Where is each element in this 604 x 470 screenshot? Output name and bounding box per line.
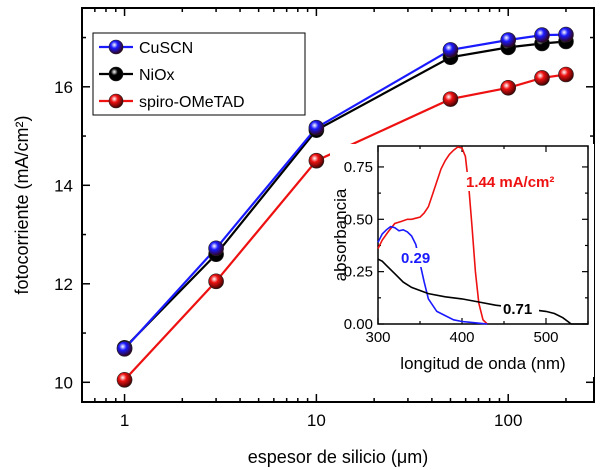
inset-x-tick-label: 500	[533, 329, 558, 346]
legend-label: spiro-OMeTAD	[139, 94, 245, 111]
data-point-CuSCN	[500, 32, 517, 48]
y-tick-label: 16	[54, 78, 73, 97]
inset-annotation: 1.44 mA/cm²	[466, 174, 554, 191]
y-tick-label: 10	[54, 373, 73, 392]
data-point-CuSCN	[534, 27, 550, 43]
y-tick-label: 12	[54, 275, 73, 294]
data-point-spiro-OMeTAD	[558, 66, 574, 83]
data-point-spiro-OMeTAD	[208, 273, 224, 290]
inset-annotation: 0.71	[503, 301, 532, 318]
y-axis-title: fotocorriente (mA/cm²)	[12, 115, 32, 294]
data-point-CuSCN	[558, 26, 574, 43]
data-point-spiro-OMeTAD	[534, 70, 550, 86]
data-point-spiro-OMeTAD	[442, 91, 459, 107]
x-tick-label: 100	[494, 411, 522, 430]
inset-series-line	[377, 258, 588, 325]
inset-y-tick-label: 0.75	[344, 159, 373, 176]
legend-marker	[108, 39, 124, 55]
data-point-CuSCN	[208, 240, 224, 257]
legend-marker	[108, 66, 124, 82]
legend-marker	[108, 93, 124, 109]
data-point-CuSCN	[442, 42, 459, 58]
data-point-spiro-OMeTAD	[500, 79, 517, 96]
y-tick-label: 14	[54, 176, 73, 195]
x-tick-label: 10	[307, 411, 326, 430]
inset-y-tick-label: 0.25	[344, 264, 373, 281]
data-point-spiro-OMeTAD	[308, 152, 325, 169]
annotation-bg	[501, 299, 539, 318]
data-point-spiro-OMeTAD	[116, 372, 133, 388]
data-point-CuSCN	[116, 341, 133, 357]
x-tick-label: 1	[120, 411, 129, 430]
inset-x-tick-label: 300	[365, 329, 390, 346]
legend-label: CuSCN	[139, 40, 193, 57]
legend-label: NiOx	[139, 67, 175, 84]
x-axis-title: espesor de silicio (μm)	[248, 447, 428, 467]
data-point-CuSCN	[308, 119, 325, 136]
annotation-bg	[399, 248, 437, 267]
inset-x-tick-label: 400	[449, 329, 474, 346]
annotation-bg	[464, 172, 584, 191]
inset-x-axis-title: longitud de onda (nm)	[400, 354, 565, 373]
inset-y-axis-title: absorbancia	[331, 188, 350, 281]
inset-y-tick-label: 0.00	[344, 316, 373, 333]
inset-series-line	[377, 146, 488, 325]
inset-annotation: 0.29	[401, 250, 430, 267]
inset-y-tick-label: 0.50	[344, 211, 373, 228]
